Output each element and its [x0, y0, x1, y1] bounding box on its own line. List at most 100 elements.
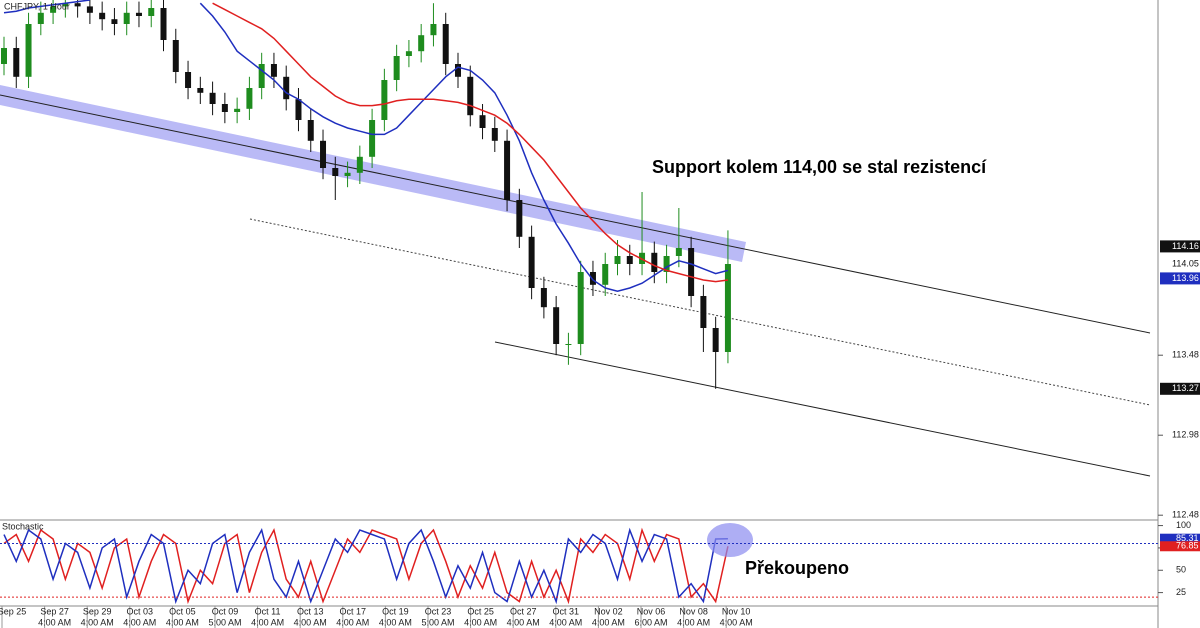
- candle-body: [675, 248, 682, 256]
- x-tick-label: Nov 10: [722, 606, 751, 616]
- x-tick-label: Oct 05: [169, 606, 196, 616]
- x-tick-time: 4:00 AM: [166, 617, 199, 627]
- candle-body: [270, 64, 277, 77]
- candle-body: [405, 51, 412, 56]
- x-tick-label: Oct 17: [340, 606, 367, 616]
- candle-body: [589, 272, 596, 285]
- moving-average: [199, 2, 729, 292]
- x-tick-label: Oct 09: [212, 606, 239, 616]
- x-tick-time: 5:00 AM: [421, 617, 454, 627]
- x-tick-label: Oct 13: [297, 606, 324, 616]
- moving-average: [212, 2, 729, 283]
- candle-body: [234, 108, 241, 112]
- x-tick-time: 4:00 AM: [549, 617, 582, 627]
- candle-body: [197, 88, 204, 93]
- price-label: 114.05: [1172, 258, 1199, 268]
- x-tick-time: 6:00 AM: [634, 617, 667, 627]
- candle-body: [540, 288, 547, 308]
- candle-body: [528, 236, 535, 288]
- candle-body: [74, 3, 81, 7]
- price-label: 113.27: [1172, 383, 1199, 393]
- y2-tick-label: 100: [1176, 520, 1191, 530]
- moving-average: [3, 0, 90, 14]
- candle-body: [160, 8, 167, 40]
- x-tick-label: Nov 08: [679, 606, 708, 616]
- candle-body: [418, 35, 425, 52]
- annotation: Support kolem 114,00 se stal rezistencí: [652, 157, 987, 177]
- candle-body: [13, 48, 20, 77]
- y-tick-label: 112.48: [1172, 510, 1199, 520]
- channel-top: [0, 94, 1151, 334]
- candle-body: [25, 24, 32, 77]
- candle-body: [295, 99, 302, 120]
- price-label: 113.96: [1172, 273, 1199, 283]
- candle-body: [123, 12, 130, 24]
- price-label-box: [1160, 382, 1200, 395]
- stochastic-d: [3, 527, 729, 605]
- candle-body: [602, 264, 609, 285]
- x-tick-time: 4:00 AM: [464, 617, 497, 627]
- candle-body: [246, 88, 253, 109]
- x-tick-label: Sep 27: [40, 606, 69, 616]
- x-tick-time: 4:00 AM: [379, 617, 412, 627]
- candle-body: [99, 12, 106, 20]
- stochastic-label: 76.85: [1176, 541, 1199, 551]
- y2-tick-label: 25: [1176, 587, 1186, 597]
- candle-body: [356, 156, 363, 173]
- candle-body: [148, 8, 155, 16]
- x-tick-time: 4:00 AM: [720, 617, 753, 627]
- candle-body: [50, 6, 57, 13]
- stochastic-label-box: [1160, 541, 1200, 552]
- x-tick-time: 4:00 AM: [123, 617, 156, 627]
- candle-body: [479, 115, 486, 128]
- x-tick-time: 4:00 AM: [592, 617, 625, 627]
- stochastic-title: Stochastic: [2, 521, 44, 531]
- candle-body: [577, 272, 584, 344]
- candle-body: [344, 172, 351, 176]
- price-label-box: [1160, 272, 1200, 285]
- candle-body: [172, 40, 179, 72]
- candle-body: [393, 56, 400, 80]
- candle-body: [135, 12, 142, 16]
- x-tick-time: 5:00 AM: [208, 617, 241, 627]
- candle-body: [86, 6, 93, 13]
- x-tick-label: Nov 02: [594, 606, 623, 616]
- stochastic-label-box: [1160, 533, 1200, 544]
- price-label-box: [1160, 240, 1200, 253]
- resistance-band: [0, 85, 746, 262]
- stochastic-k: [3, 527, 728, 605]
- candle-body: [1, 48, 7, 64]
- stochastic-label: 85.31: [1176, 533, 1199, 543]
- candle-body: [626, 256, 633, 264]
- candle-body: [185, 72, 192, 88]
- x-tick-label: Sep 25: [0, 606, 26, 616]
- candle-body: [467, 76, 474, 116]
- candle-body: [700, 296, 707, 328]
- chart-title: CHFJPY, 1 Hour: [4, 1, 70, 11]
- overbought-highlight: [707, 523, 753, 557]
- candle-body: [332, 168, 339, 176]
- x-tick-label: Oct 27: [510, 606, 537, 616]
- candle-body: [565, 344, 572, 345]
- candle-body: [320, 140, 327, 168]
- x-tick-time: 4:00 AM: [294, 617, 327, 627]
- x-tick-label: Oct 31: [553, 606, 580, 616]
- x-tick-time: 4:00 AM: [81, 617, 114, 627]
- x-tick-time: 4:00 AM: [507, 617, 540, 627]
- candle-body: [516, 200, 523, 237]
- candle-body: [62, 3, 69, 7]
- candle-body: [663, 256, 670, 272]
- candle-body: [369, 120, 376, 157]
- x-tick-time: 4:00 AM: [251, 617, 284, 627]
- candle-body: [37, 12, 44, 24]
- candle-body: [651, 252, 658, 272]
- candle-body: [258, 64, 265, 88]
- candle-body: [111, 19, 118, 24]
- x-tick-label: Oct 03: [127, 606, 154, 616]
- x-tick-label: Oct 25: [467, 606, 494, 616]
- x-tick-time: 4:00 AM: [677, 617, 710, 627]
- x-tick-label: Oct 23: [425, 606, 452, 616]
- candle-body: [430, 24, 437, 36]
